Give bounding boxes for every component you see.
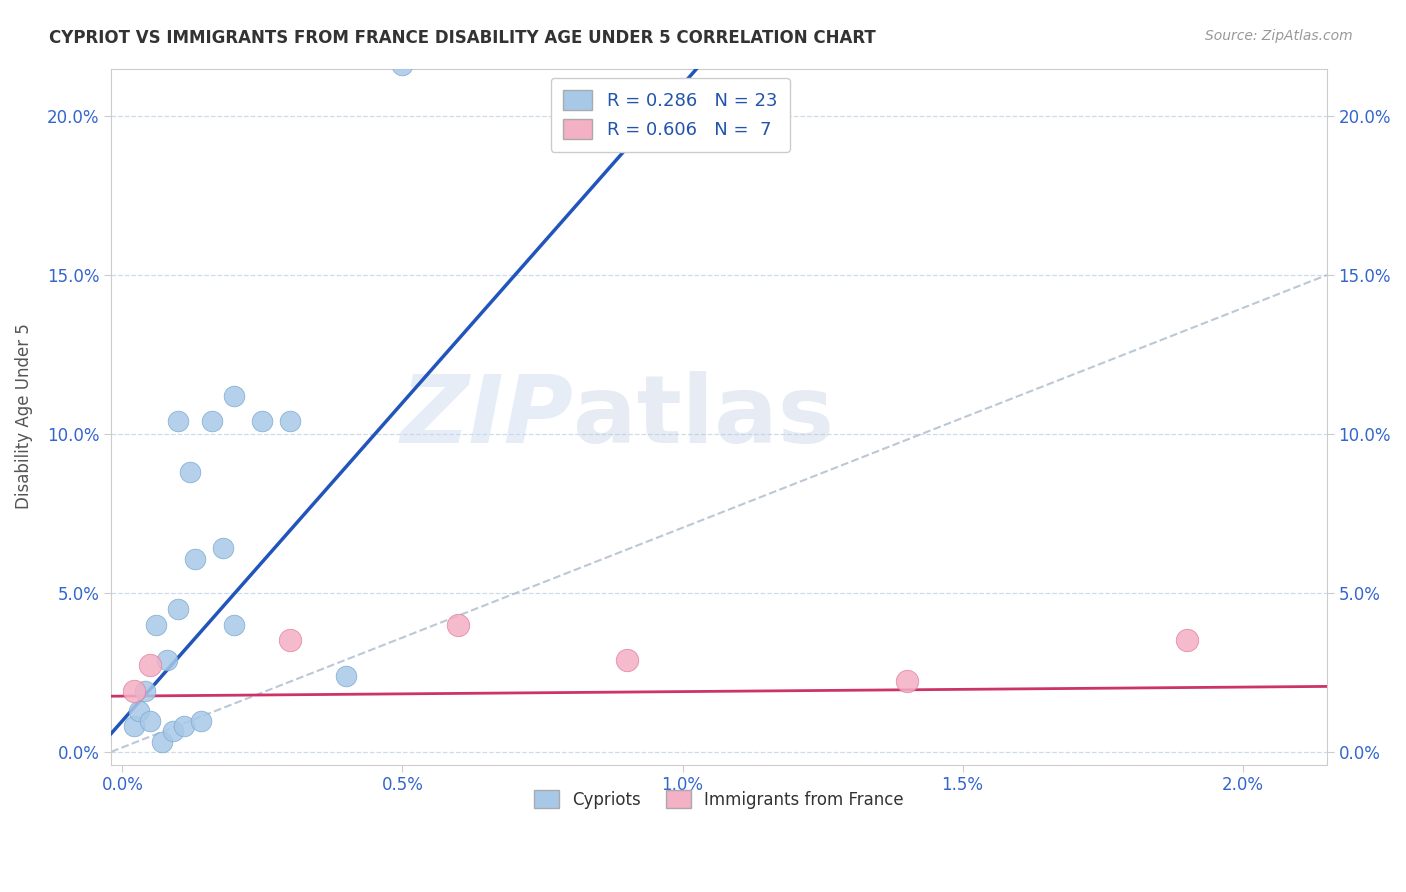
Point xyxy=(616,688,638,702)
Point xyxy=(224,665,246,680)
Point xyxy=(150,739,173,753)
Point xyxy=(280,674,302,689)
Point xyxy=(252,538,274,552)
Legend: Cypriots, Immigrants from France: Cypriots, Immigrants from France xyxy=(527,783,911,815)
Point xyxy=(184,624,207,638)
Point xyxy=(122,729,145,743)
Point xyxy=(212,617,235,632)
Point xyxy=(201,538,224,552)
Text: atlas: atlas xyxy=(574,370,834,463)
Point xyxy=(212,204,235,219)
Point xyxy=(122,706,145,721)
Point xyxy=(896,700,918,714)
Y-axis label: Disability Age Under 5: Disability Age Under 5 xyxy=(15,324,32,509)
Point xyxy=(156,688,179,702)
Point xyxy=(139,690,162,705)
Point xyxy=(391,316,413,330)
Point xyxy=(1175,674,1198,689)
Point xyxy=(447,665,470,680)
Point xyxy=(128,719,150,733)
Point xyxy=(167,538,190,552)
Text: CYPRIOT VS IMMIGRANTS FROM FRANCE DISABILITY AGE UNDER 5 CORRELATION CHART: CYPRIOT VS IMMIGRANTS FROM FRANCE DISABI… xyxy=(49,29,876,46)
Text: ZIP: ZIP xyxy=(401,370,574,463)
Point xyxy=(224,522,246,536)
Point xyxy=(280,538,302,552)
Point xyxy=(190,725,212,739)
Point xyxy=(335,697,357,711)
Point xyxy=(134,706,156,721)
Text: Source: ZipAtlas.com: Source: ZipAtlas.com xyxy=(1205,29,1353,43)
Point xyxy=(179,570,201,584)
Point xyxy=(167,656,190,670)
Point xyxy=(162,732,184,747)
Point xyxy=(145,665,167,680)
Point xyxy=(173,729,195,743)
Point xyxy=(139,725,162,739)
